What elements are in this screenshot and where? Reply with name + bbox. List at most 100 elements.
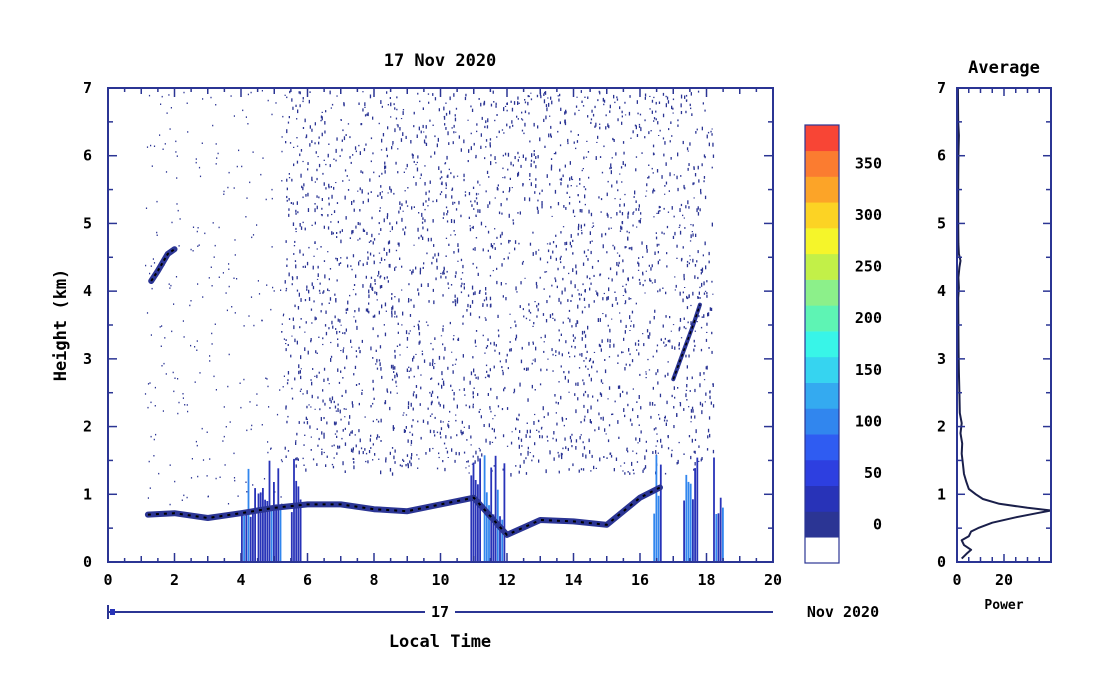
noise-speck	[557, 130, 559, 133]
noise-speck	[560, 261, 562, 264]
noise-speck	[661, 231, 663, 234]
noise-speck	[376, 299, 378, 301]
noise-speck	[456, 299, 459, 304]
noise-speck	[213, 375, 215, 378]
noise-speck	[664, 415, 666, 419]
noise-speck	[384, 165, 387, 169]
noise-speck	[684, 187, 686, 190]
noise-speck	[653, 316, 655, 320]
x-tick-label: 4	[236, 571, 245, 589]
noise-speck	[559, 257, 561, 261]
noise-speck	[614, 101, 616, 104]
noise-speck	[300, 173, 302, 178]
noise-speck	[516, 417, 518, 421]
noise-speck	[225, 426, 227, 428]
noise-speck	[448, 420, 450, 422]
noise-speck	[665, 315, 667, 318]
noise-speck	[455, 358, 457, 361]
noise-speck	[589, 241, 591, 244]
noise-speck	[472, 405, 474, 409]
noise-speck	[189, 304, 191, 307]
noise-speck	[475, 192, 478, 196]
noise-speck	[700, 326, 703, 329]
noise-speck	[622, 161, 624, 165]
noise-speck	[407, 405, 410, 409]
noise-speck	[367, 308, 369, 313]
noise-speck	[595, 122, 597, 127]
noise-speck	[337, 338, 339, 340]
noise-speck	[354, 434, 356, 436]
noise-speck	[648, 164, 650, 166]
avg-y-tick-label: 4	[937, 282, 946, 300]
noise-speck	[493, 101, 495, 103]
noise-speck	[319, 282, 321, 285]
noise-speck	[654, 279, 656, 283]
noise-speck	[624, 303, 626, 305]
noise-speck	[486, 303, 488, 307]
noise-speck	[154, 405, 156, 407]
noise-speck	[470, 444, 472, 446]
noise-speck	[275, 102, 277, 104]
noise-speck	[604, 369, 607, 374]
noise-speck	[564, 375, 566, 380]
noise-speck	[343, 103, 345, 107]
noise-speck	[455, 451, 457, 456]
noise-speck	[563, 371, 565, 374]
noise-speck	[408, 298, 410, 302]
noise-speck	[353, 458, 355, 460]
noise-speck	[147, 497, 149, 499]
noise-speck	[314, 142, 316, 145]
noise-speck	[395, 380, 397, 384]
noise-speck	[328, 202, 330, 206]
noise-speck	[693, 348, 695, 352]
noise-speck	[474, 339, 476, 344]
noise-speck	[374, 282, 376, 285]
noise-speck	[694, 462, 696, 466]
noise-speck	[164, 143, 166, 145]
noise-speck	[636, 134, 639, 137]
noise-speck	[422, 226, 424, 230]
noise-speck	[376, 437, 378, 440]
noise-speck	[549, 314, 552, 319]
noise-speck	[513, 101, 516, 105]
noise-speck	[509, 187, 511, 191]
noise-speck	[328, 302, 330, 304]
y-tick-label: 7	[83, 79, 92, 97]
x-tick-label: 2	[170, 571, 179, 589]
precip-column	[243, 515, 245, 562]
noise-speck	[502, 177, 504, 179]
noise-speck	[379, 276, 381, 279]
noise-speck	[708, 260, 710, 264]
noise-speck	[325, 310, 327, 314]
noise-speck	[315, 151, 317, 154]
noise-speck	[619, 173, 621, 175]
noise-speck	[304, 434, 306, 436]
noise-speck	[424, 165, 426, 167]
noise-speck	[327, 288, 329, 291]
noise-speck	[593, 274, 595, 277]
noise-speck	[635, 125, 637, 130]
noise-speck	[604, 359, 606, 361]
noise-speck	[511, 431, 513, 433]
noise-speck	[370, 191, 372, 193]
noise-speck	[580, 90, 582, 93]
noise-speck	[425, 142, 428, 146]
noise-speck	[622, 351, 624, 353]
precip-column	[657, 495, 660, 562]
noise-speck	[335, 257, 337, 260]
noise-speck	[323, 290, 325, 293]
noise-speck	[665, 291, 667, 295]
noise-speck	[364, 106, 366, 108]
noise-speck	[306, 285, 308, 289]
noise-speck	[334, 315, 336, 319]
noise-speck	[297, 306, 300, 310]
noise-speck	[678, 347, 680, 350]
noise-speck	[469, 312, 472, 316]
precip-column	[479, 458, 481, 562]
noise-speck	[455, 271, 457, 275]
noise-speck	[351, 268, 353, 271]
noise-speck	[620, 225, 622, 230]
noise-speck	[605, 126, 607, 130]
noise-speck	[212, 124, 214, 127]
noise-speck	[704, 109, 706, 112]
